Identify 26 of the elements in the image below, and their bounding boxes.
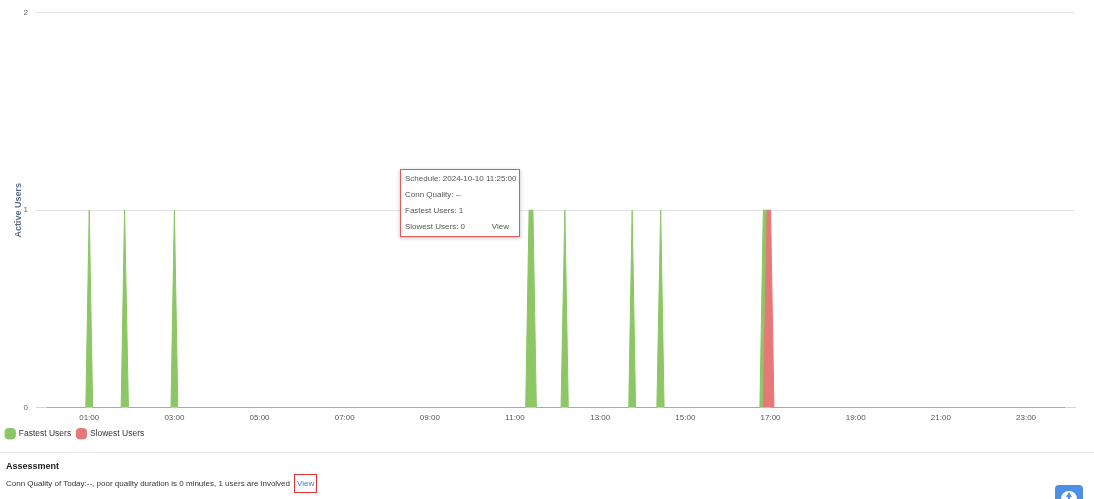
- x-tick-label: 23:00: [1016, 412, 1037, 422]
- text: Assessment: [6, 461, 60, 471]
- x-tick-label: 05:00: [249, 412, 271, 422]
- x-tick-label: 09:00: [419, 412, 441, 422]
- annotation: Schedule: 2024-10-10 11:25:00: [405, 172, 517, 185]
- x-tick-label: 01:00: [79, 412, 100, 422]
- y-tick-label: 2: [23, 8, 29, 17]
- x-tick-label: 15:00: [675, 412, 696, 422]
- x-tick-label: 17:00: [760, 412, 782, 422]
- x-tick-label: 13:00: [590, 412, 611, 422]
- annotation: View: [491, 220, 509, 233]
- y-tick-label: 1: [23, 205, 29, 215]
- x-tick-label: 21:00: [930, 412, 952, 422]
- x-tick-label: 07:00: [334, 412, 356, 422]
- annotation: Fastest Users: 1: [405, 204, 464, 217]
- y-tick-label: 0: [23, 402, 29, 412]
- text: Conn Quality of Today:--, poor quality duration is 0 minutes, 1 users are involved: [6, 479, 290, 488]
- x-tick-label: 03:00: [164, 412, 185, 422]
- annotation: Slowest Users: 0: [405, 220, 466, 233]
- y-axis-title: Active Users: [12, 182, 23, 238]
- legend-label: Slowest Users: [89, 428, 145, 439]
- text: View: [294, 474, 318, 493]
- legend-label: Fastest Users: [18, 428, 72, 439]
- x-tick-label: 11:00: [505, 412, 526, 422]
- annotation: Conn Quality: --: [405, 188, 462, 201]
- x-tick-label: 19:00: [845, 412, 867, 422]
